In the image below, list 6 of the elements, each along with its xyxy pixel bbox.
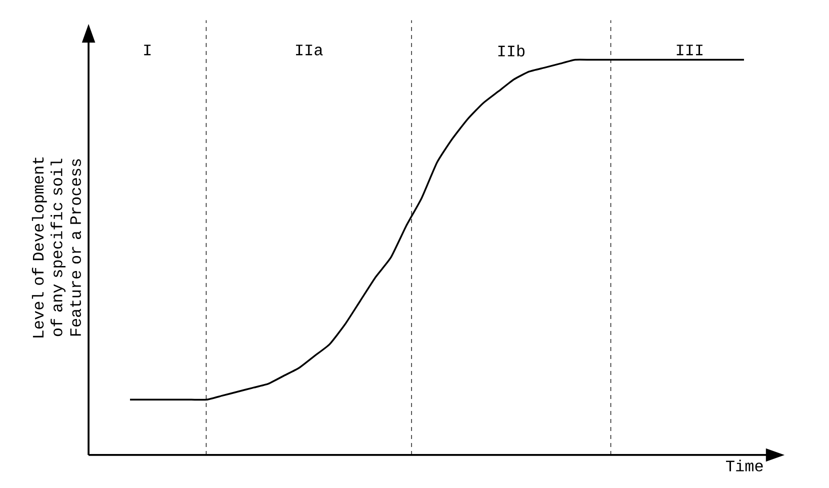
text: IIa bbox=[296, 44, 323, 56]
text: IIb bbox=[498, 44, 524, 56]
text: III bbox=[676, 44, 702, 56]
x-axis-title: Time bbox=[726, 460, 763, 472]
text: I bbox=[144, 44, 151, 56]
y-axis-title: Level of Development of any specific soil Feature or a Process bbox=[32, 157, 81, 338]
